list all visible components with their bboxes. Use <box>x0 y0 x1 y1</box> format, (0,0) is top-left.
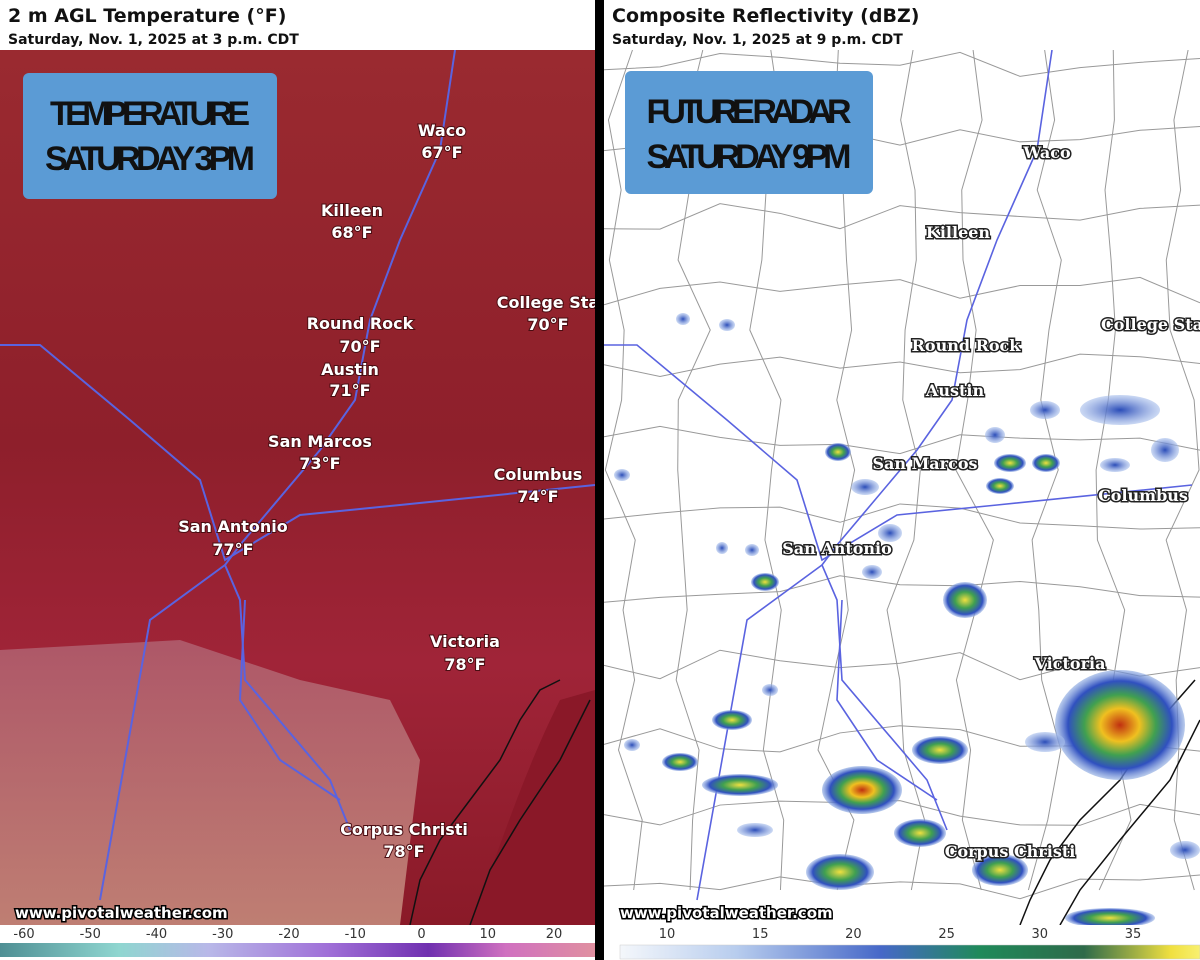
city-name: Columbus <box>494 465 583 484</box>
badge <box>23 73 277 199</box>
city-name: San Marcos <box>872 454 977 473</box>
city-name: Killeen <box>926 223 991 242</box>
county-line <box>604 575 1200 603</box>
scale-tick: 10 <box>479 927 496 942</box>
coastline <box>409 679 591 925</box>
city-temperature: 71°F <box>329 381 370 400</box>
map-fill <box>604 50 1200 925</box>
radar-map: FUTURE RADAR SATURDAY 9PM www.pivotalwea… <box>604 50 1200 925</box>
city-temperature: 68°F <box>331 223 372 242</box>
gulf <box>470 690 595 925</box>
scale-tick: -40 <box>146 927 167 942</box>
scale-tick: 25 <box>938 927 955 942</box>
county-line <box>1165 50 1200 891</box>
city-name: Waco <box>1022 143 1071 162</box>
panel-subtitle: Saturday, Nov. 1, 2025 at 9 p.m. CDT <box>612 32 903 48</box>
city-temperature: 70°F <box>527 315 568 334</box>
credit: www.pivotalweather.com <box>15 904 228 922</box>
city-name: Victoria <box>430 632 500 651</box>
county-line <box>604 800 1200 826</box>
city-temperature: 78°F <box>444 655 485 674</box>
city-name: San Antonio <box>178 517 288 536</box>
city-temperature: 73°F <box>299 454 340 473</box>
color-scale <box>0 943 595 957</box>
city-name: Round Rock <box>307 314 414 333</box>
scale-tick: 35 <box>1125 927 1142 942</box>
color-scale <box>619 944 1200 960</box>
scale-tick: 10 <box>659 927 676 942</box>
scale-tick: 20 <box>546 927 563 942</box>
county-line <box>886 50 926 891</box>
city-temperature: 74°F <box>517 487 558 506</box>
scale-tick: -50 <box>80 927 101 942</box>
badge-line: FUTURE RADAR <box>647 93 852 131</box>
city-name: San Marcos <box>268 432 372 451</box>
roads <box>604 50 1193 901</box>
city-name: Victoria <box>1034 654 1106 673</box>
warm-region <box>0 640 420 925</box>
city-name: Columbus <box>1098 486 1188 505</box>
city-name: College Sta <box>1101 315 1200 334</box>
panel-title: 2 m AGL Temperature (°F) <box>8 5 286 27</box>
county-line <box>1027 50 1062 891</box>
badge-line: TEMPERATURE <box>50 95 250 133</box>
county-line <box>604 353 1200 378</box>
county-line <box>604 649 1200 681</box>
city-name: Corpus Christi <box>340 820 468 839</box>
scale-tick: -10 <box>345 927 366 942</box>
scale-tick: 0 <box>417 927 425 942</box>
badge-line: SATURDAY 3PM <box>45 140 255 178</box>
scale-tick: -60 <box>13 927 34 942</box>
credit: www.pivotalweather.com <box>620 904 833 922</box>
badge-line: SATURDAY 9PM <box>647 138 852 176</box>
panel-title: Composite Reflectivity (dBZ) <box>612 5 919 27</box>
scale-tick: 30 <box>1032 927 1049 942</box>
county-line <box>604 50 643 891</box>
badge <box>625 71 873 194</box>
city-name: Waco <box>418 121 466 140</box>
scale-tick: 15 <box>752 927 769 942</box>
city-name: Austin <box>321 360 379 379</box>
panel-subtitle: Saturday, Nov. 1, 2025 at 3 p.m. CDT <box>8 32 299 48</box>
city-name: Killeen <box>321 201 383 220</box>
county-line <box>604 203 1200 230</box>
city-temperature: 67°F <box>421 143 462 162</box>
county-line <box>604 503 1200 530</box>
city-name: Round Rock <box>912 336 1022 355</box>
city-name: San Antonio <box>782 539 892 558</box>
temperature-map: TEMPERATURE SATURDAY 3PM www.pivotalweat… <box>0 50 599 925</box>
county-line <box>604 276 1200 306</box>
city-name: Austin <box>925 381 985 400</box>
roads <box>0 50 595 901</box>
city-temperature: 70°F <box>339 337 380 356</box>
scale-tick: -30 <box>212 927 233 942</box>
scale-tick: -20 <box>278 927 299 942</box>
radar-echoes <box>614 313 1200 925</box>
county-line <box>604 425 1200 455</box>
scale-tick: 20 <box>845 927 862 942</box>
county-line <box>955 50 994 891</box>
divider <box>595 0 604 960</box>
city-name: College Sta <box>497 293 599 312</box>
city-name: Corpus Christi <box>945 842 1076 861</box>
city-temperature: 77°F <box>212 540 253 559</box>
county-line <box>604 51 1200 77</box>
city-temperature: 78°F <box>383 842 424 861</box>
